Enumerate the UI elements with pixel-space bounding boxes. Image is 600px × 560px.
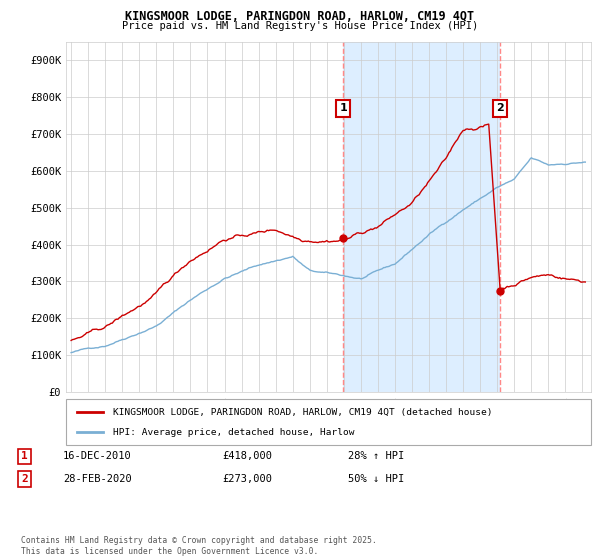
Text: Contains HM Land Registry data © Crown copyright and database right 2025.
This d: Contains HM Land Registry data © Crown c… <box>21 536 377 556</box>
Text: 28-FEB-2020: 28-FEB-2020 <box>63 474 132 484</box>
Text: 28% ↑ HPI: 28% ↑ HPI <box>348 451 404 461</box>
Text: Price paid vs. HM Land Registry's House Price Index (HPI): Price paid vs. HM Land Registry's House … <box>122 21 478 31</box>
Text: 16-DEC-2010: 16-DEC-2010 <box>63 451 132 461</box>
Text: £273,000: £273,000 <box>222 474 272 484</box>
Text: KINGSMOOR LODGE, PARINGDON ROAD, HARLOW, CM19 4QT (detached house): KINGSMOOR LODGE, PARINGDON ROAD, HARLOW,… <box>113 408 493 417</box>
Text: HPI: Average price, detached house, Harlow: HPI: Average price, detached house, Harl… <box>113 428 355 437</box>
FancyBboxPatch shape <box>66 399 591 445</box>
Text: 2: 2 <box>21 474 28 484</box>
Text: £418,000: £418,000 <box>222 451 272 461</box>
Text: 1: 1 <box>339 103 347 113</box>
Text: 1: 1 <box>21 451 28 461</box>
Text: 50% ↓ HPI: 50% ↓ HPI <box>348 474 404 484</box>
Bar <box>343 42 500 392</box>
Text: 2: 2 <box>496 103 504 113</box>
Text: KINGSMOOR LODGE, PARINGDON ROAD, HARLOW, CM19 4QT: KINGSMOOR LODGE, PARINGDON ROAD, HARLOW,… <box>125 10 475 23</box>
